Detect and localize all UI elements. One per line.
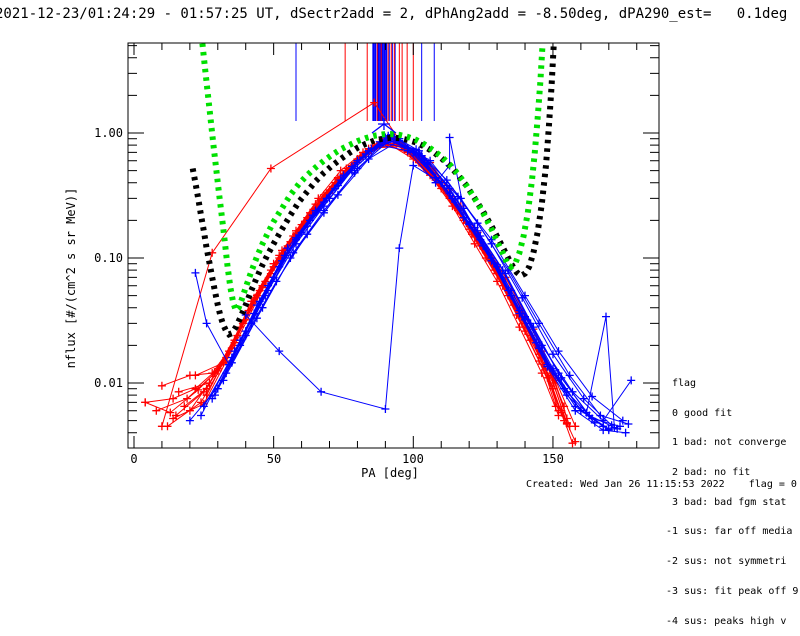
created-timestamp: Created: Wed Jan 26 11:15:53 2022 flag =…	[526, 479, 797, 490]
pad-series-line-blue	[239, 137, 604, 427]
y-axis-title: nflux [#/(cm^2 s sr MeV)]	[64, 187, 78, 369]
pad-series-markers-blue	[222, 132, 622, 433]
pad-series-markers-blue	[199, 134, 599, 427]
pad-series-line-blue	[189, 138, 624, 421]
fit-curve-black	[189, 43, 557, 338]
legend-entry-peaks-high: -4 sus: peaks high v	[666, 615, 787, 627]
peak-location-marker	[371, 118, 397, 134]
legend-entry-no-fit: 2 bad: no fit	[666, 466, 751, 478]
ytick-label-01: 0.10	[94, 251, 123, 265]
plot-area	[141, 43, 636, 448]
pad-series-markers-blue	[197, 131, 636, 425]
plot-window: { "title": "2021-12-23/01:24:29 - 01:57:…	[0, 6, 799, 627]
pad-series-markers-red	[191, 131, 577, 448]
xtick-label-150: 150	[542, 452, 564, 466]
plot-title: 2021-12-23/01:24:29 - 01:57:25 UT, dSect…	[0, 6, 788, 22]
ytick-label-001: 0.01	[94, 376, 123, 390]
pad-series-markers-blue	[227, 135, 633, 428]
flag-legend: flag 0 good fit 1 bad: not converge 2 ba…	[666, 359, 798, 636]
xtick-label-0: 0	[130, 452, 138, 466]
x-axis-title: PA [deg]	[361, 466, 419, 480]
legend-entry-bad-fgm: 3 bad: bad fgm stat	[666, 496, 787, 508]
ytick-label-1: 1.00	[94, 126, 123, 140]
legend-entry-good-fit: 0 good fit	[666, 407, 733, 419]
pad-data-series	[141, 98, 636, 448]
pad-series-markers-blue	[241, 161, 613, 433]
legend-entry-not-converge: 1 bad: not converge	[666, 437, 787, 449]
legend-entry-not-symmetric: -2 sus: not symmetri	[666, 556, 787, 568]
legend-header: flag	[672, 377, 697, 389]
axes-box	[127, 42, 660, 449]
fitted-peak-pa-lines	[295, 43, 435, 121]
pad-series-line-red	[175, 139, 576, 442]
pad-series-markers-red	[163, 137, 560, 431]
xtick-label-100: 100	[402, 452, 424, 466]
pad-series-markers-red	[185, 137, 574, 431]
legend-entry-peak-off-90: -3 sus: fit peak off 9	[666, 585, 799, 597]
pa-distribution-plot	[127, 42, 660, 449]
legend-entry-far-off-median: -1 sus: far off media	[666, 526, 793, 538]
pad-series-line-blue	[231, 139, 629, 425]
pad-series-markers-blue	[185, 134, 627, 425]
xtick-label-50: 50	[266, 452, 282, 466]
